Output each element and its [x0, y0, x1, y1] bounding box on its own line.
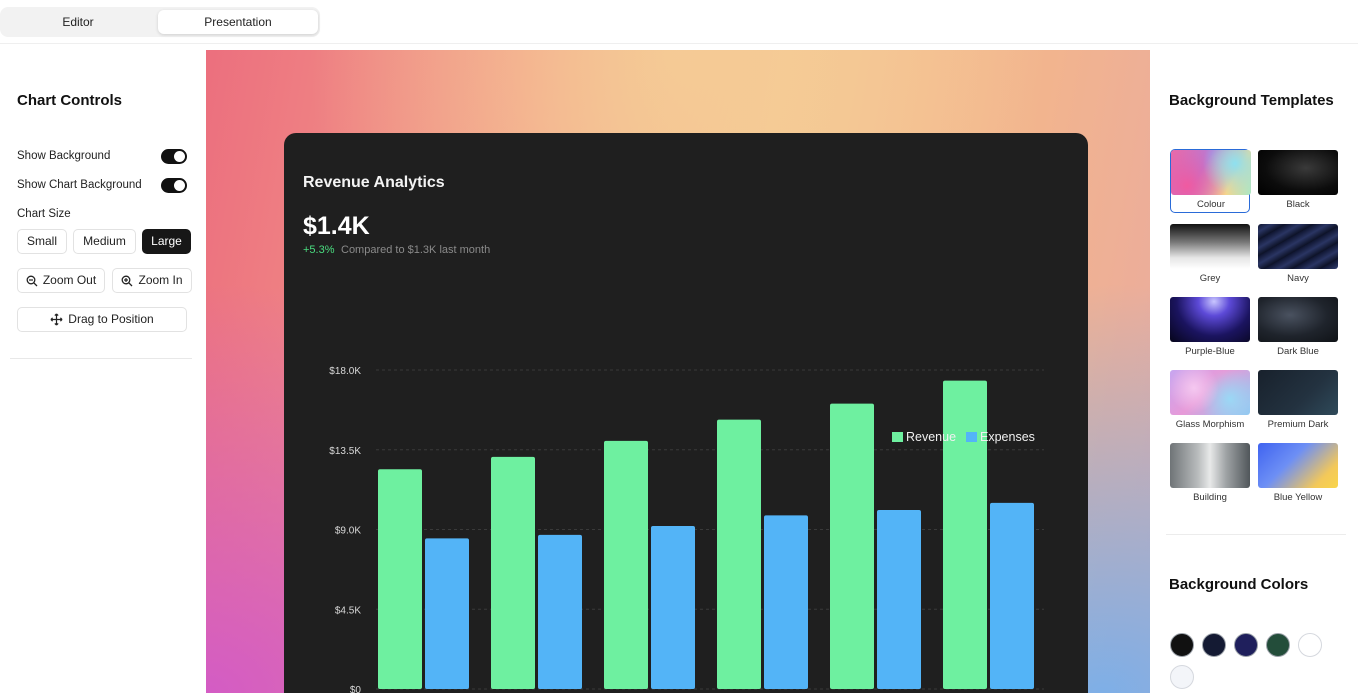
y-tick-label: $4.5K	[335, 605, 361, 616]
panel-divider	[10, 358, 192, 359]
tab-editor[interactable]: Editor	[62, 15, 94, 29]
expenses-bar	[425, 538, 469, 689]
dark-blue-thumbnail	[1258, 297, 1338, 342]
background-panel: Background Templates Colour Black Grey N…	[1150, 50, 1358, 693]
chart-size-label: Chart Size	[17, 208, 71, 220]
toggle-knob	[174, 151, 185, 162]
bar-chart: $0 $4.5K $9.0K $13.5K $18.0K Revenue Expenses	[329, 366, 1044, 693]
colour-thumbnail	[1171, 150, 1251, 195]
expenses-bar	[538, 534, 582, 689]
color-swatch-black[interactable]	[1170, 633, 1194, 657]
show-background-label: Show Background	[17, 150, 111, 162]
background-colors-title: Background Colors	[1169, 576, 1309, 593]
color-swatch-green[interactable]	[1266, 633, 1290, 657]
template-grey[interactable]: Grey	[1170, 224, 1250, 288]
template-colour[interactable]: Colour	[1170, 149, 1251, 213]
template-label: Blue Yellow	[1273, 492, 1323, 503]
size-medium-button[interactable]: Medium	[73, 229, 136, 254]
chart-controls-panel: Chart Controls Show Background Show Char…	[0, 50, 206, 693]
revenue-bar	[943, 380, 987, 689]
chart-card[interactable]: Revenue Analytics $1.4K +5.3% Compared t…	[284, 133, 1088, 693]
zoom-in-icon	[122, 275, 133, 287]
expenses-bar	[990, 502, 1034, 689]
y-tick-label: $13.5K	[329, 446, 361, 457]
template-label: Grey	[1199, 273, 1221, 284]
headline-value: $1.4K	[303, 212, 370, 240]
size-large-button[interactable]: Large	[142, 229, 191, 254]
zoom-in-button[interactable]: Zoom In	[112, 268, 192, 293]
color-swatch-midnight[interactable]	[1202, 633, 1226, 657]
zoom-in-label: Zoom In	[138, 273, 183, 287]
blue-yellow-thumbnail	[1258, 443, 1338, 488]
revenue-bar	[378, 469, 422, 689]
navy-thumbnail	[1258, 224, 1338, 269]
template-blue-yellow[interactable]: Blue Yellow	[1258, 443, 1338, 507]
mode-tabs: Editor Presentation	[0, 7, 320, 37]
template-label: Dark Blue	[1277, 346, 1319, 357]
template-label: Navy	[1287, 273, 1309, 284]
size-small-button[interactable]: Small	[17, 229, 67, 254]
show-chart-background-label: Show Chart Background	[17, 179, 142, 191]
grey-thumbnail	[1170, 224, 1250, 269]
legend-label-expenses: Expenses	[980, 430, 1035, 444]
glass-morphism-thumbnail	[1170, 370, 1250, 415]
zoom-out-button[interactable]: Zoom Out	[17, 268, 105, 293]
top-tab-bar: Editor Presentation	[0, 0, 1358, 44]
revenue-bar	[491, 456, 535, 689]
presentation-canvas[interactable]: Revenue Analytics $1.4K +5.3% Compared t…	[206, 50, 1150, 693]
template-premium-dark[interactable]: Premium Dark	[1258, 370, 1338, 434]
template-label: Colour	[1197, 199, 1225, 210]
zoom-out-label: Zoom Out	[42, 273, 97, 287]
drag-to-position-button[interactable]: Drag to Position	[17, 307, 187, 332]
legend-swatch-revenue	[892, 432, 903, 442]
y-tick-label: $9.0K	[335, 526, 361, 537]
show-background-toggle[interactable]	[161, 149, 187, 164]
chart-title: Revenue Analytics	[303, 174, 445, 191]
template-label: Glass Morphism	[1175, 419, 1245, 430]
panel-divider	[1166, 534, 1346, 535]
template-label: Premium Dark	[1267, 419, 1329, 430]
toggle-knob	[174, 180, 185, 191]
expenses-bar	[877, 510, 921, 689]
building-thumbnail	[1170, 443, 1250, 488]
y-tick-label: $18.0K	[329, 366, 361, 377]
background-templates-title: Background Templates	[1169, 92, 1334, 109]
purple-blue-thumbnail	[1170, 297, 1250, 342]
drag-to-position-label: Drag to Position	[68, 312, 154, 326]
revenue-bar	[604, 440, 648, 689]
change-percent: +5.3%	[303, 244, 335, 256]
revenue-bar	[717, 419, 761, 689]
template-black[interactable]: Black	[1258, 150, 1338, 214]
expenses-bar	[651, 525, 695, 689]
template-navy[interactable]: Navy	[1258, 224, 1338, 288]
template-building[interactable]: Building	[1170, 443, 1250, 507]
template-label: Building	[1193, 492, 1227, 503]
color-swatch-indigo[interactable]	[1234, 633, 1258, 657]
legend-swatch-expenses	[966, 432, 977, 442]
premium-dark-thumbnail	[1258, 370, 1338, 415]
show-chart-background-toggle[interactable]	[161, 178, 187, 193]
black-thumbnail	[1258, 150, 1338, 195]
revenue-bar	[830, 403, 874, 689]
color-swatch-light-grey[interactable]	[1170, 665, 1194, 689]
template-glass-morphism[interactable]: Glass Morphism	[1170, 370, 1250, 434]
template-label: Black	[1286, 199, 1310, 210]
template-purple-blue[interactable]: Purple-Blue	[1170, 297, 1250, 361]
y-tick-label: $0	[350, 685, 362, 693]
expenses-bar	[764, 515, 808, 689]
comparison-text: Compared to $1.3K last month	[341, 244, 491, 256]
legend-label-revenue: Revenue	[906, 430, 956, 444]
template-dark-blue[interactable]: Dark Blue	[1258, 297, 1338, 361]
tab-presentation[interactable]: Presentation	[158, 10, 318, 34]
move-icon	[50, 313, 63, 326]
color-swatch-white[interactable]	[1298, 633, 1322, 657]
chart-controls-title: Chart Controls	[17, 92, 122, 109]
template-label: Purple-Blue	[1185, 346, 1235, 357]
zoom-out-icon	[26, 275, 38, 287]
